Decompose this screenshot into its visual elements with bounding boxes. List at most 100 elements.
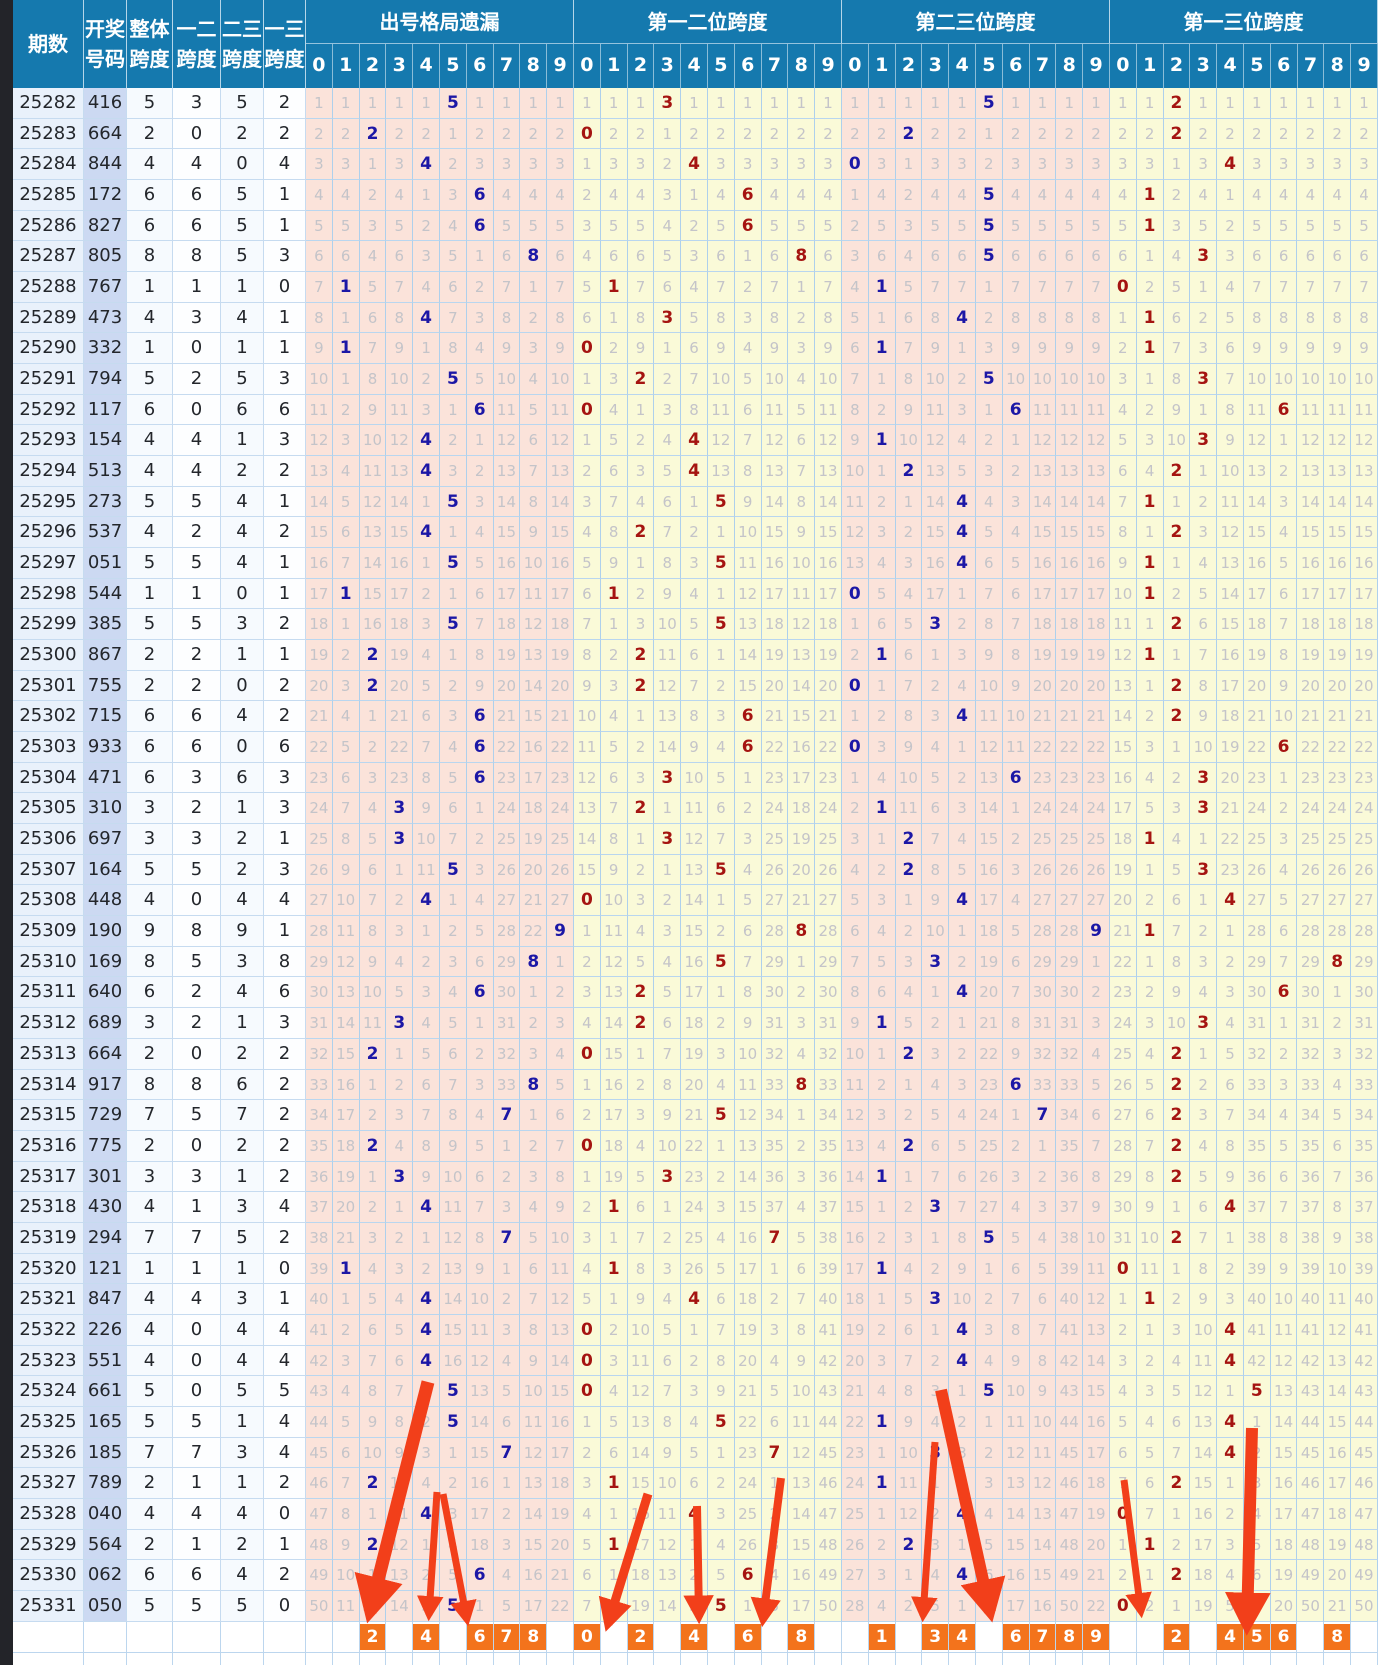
miss-count-cell: 1: [654, 793, 682, 825]
span-13-cell: 1: [264, 333, 306, 365]
miss-count-cell: 36: [1056, 1161, 1084, 1193]
miss-count-cell: 11: [547, 1253, 574, 1285]
miss-count-cell: 2: [493, 118, 521, 150]
miss-count-cell: 44: [1056, 1406, 1084, 1438]
span-12-cell: 4: [173, 1498, 221, 1530]
span-23-cell: 2: [221, 854, 264, 886]
miss-count-cell: 3: [681, 1590, 708, 1622]
miss-count-cell: 13: [1029, 1498, 1057, 1530]
span-hit-cell: 2: [895, 1529, 923, 1561]
overall-span-cell: 5: [127, 548, 173, 579]
miss-count-cell: 1: [868, 1192, 896, 1223]
miss-count-cell: 4: [359, 793, 387, 825]
miss-count-cell: 22: [761, 732, 789, 763]
miss-count-cell: 12: [1083, 1284, 1110, 1315]
empty-cell: [600, 1652, 628, 1665]
miss-count-cell: 21: [547, 1560, 574, 1591]
miss-count-cell: 9: [1217, 425, 1244, 457]
miss-count-cell: 25: [815, 824, 842, 855]
overall-span-cell: 2: [127, 1529, 173, 1561]
overall-span-cell: 6: [127, 180, 173, 211]
miss-count-cell: 19: [815, 640, 842, 671]
miss-count-cell: 3: [707, 1498, 735, 1530]
miss-count-cell: 1: [1217, 916, 1244, 947]
miss-count-cell: 6: [734, 394, 762, 426]
miss-count-cell: 20: [1109, 885, 1137, 917]
miss-count-cell: 1: [600, 302, 628, 334]
miss-count-cell: 25: [1243, 824, 1271, 855]
miss-count-cell: 2: [975, 302, 1003, 334]
miss-count-cell: 5: [922, 1590, 950, 1622]
span-12-cell: 8: [173, 1069, 221, 1101]
miss-count-cell: 3: [654, 1253, 682, 1285]
span-hit-cell: 6: [1002, 394, 1030, 426]
miss-count-cell: 13: [1083, 1314, 1110, 1346]
miss-count-cell: 12: [547, 1284, 574, 1315]
miss-count-cell: 6: [868, 977, 896, 1009]
miss-count-cell: 36: [761, 1161, 789, 1193]
span-hit-cell: 0: [573, 1130, 601, 1162]
miss-count-cell: 11: [761, 394, 789, 426]
miss-count-cell: 20: [306, 670, 333, 702]
miss-count-cell: 2: [493, 1284, 521, 1315]
miss-count-cell: 12: [439, 1222, 467, 1254]
miss-count-cell: 7: [413, 1100, 440, 1131]
miss-count-cell: 4: [306, 180, 333, 211]
miss-count-cell: 3: [1002, 1161, 1030, 1193]
empty-cell: [1029, 1652, 1057, 1665]
digit-header-cell: 7: [494, 44, 521, 88]
miss-count-cell: 5: [761, 210, 789, 242]
miss-count-cell: 6: [761, 1406, 789, 1438]
miss-count-cell: 14: [734, 640, 762, 671]
miss-count-cell: 19: [1109, 854, 1137, 886]
digit-header-cell: 2: [360, 44, 387, 88]
miss-count-cell: 18: [1324, 1498, 1352, 1530]
miss-count-cell: 2: [922, 670, 950, 702]
miss-count-cell: 19: [386, 640, 414, 671]
miss-count-cell: 3: [520, 1161, 548, 1193]
miss-count-cell: 5: [761, 1590, 789, 1622]
miss-count-cell: 11: [1190, 1345, 1218, 1377]
miss-count-cell: 16: [1324, 548, 1352, 579]
miss-count-cell: 9: [332, 854, 360, 886]
miss-count-cell: 1: [975, 1406, 1003, 1438]
miss-count-cell: 13: [573, 793, 601, 825]
miss-count-cell: 2: [386, 1222, 414, 1254]
miss-count-cell: 2: [520, 118, 548, 150]
miss-count-cell: 8: [707, 302, 735, 334]
span-23-cell: 2: [221, 118, 264, 150]
miss-count-cell: 8: [493, 302, 521, 334]
span-hit-cell: 1: [600, 1529, 628, 1561]
miss-count-cell: 4: [895, 977, 923, 1009]
miss-count-cell: 40: [815, 1284, 842, 1315]
miss-count-cell: 3: [949, 640, 976, 671]
miss-count-cell: 20: [1056, 670, 1084, 702]
draw-number-cell: 040: [84, 1498, 127, 1530]
miss-count-cell: 44: [1351, 1406, 1378, 1438]
overall-span-cell: 4: [127, 149, 173, 181]
span-hit-cell: 0: [1109, 272, 1137, 303]
header-span-23: 二三 跨度: [221, 0, 264, 88]
miss-count-cell: 3: [975, 1314, 1003, 1346]
miss-count-cell: 2: [466, 118, 494, 150]
miss-count-cell: 9: [520, 517, 548, 549]
miss-count-cell: 35: [761, 1130, 789, 1162]
miss-count-cell: 15: [1190, 1468, 1218, 1499]
miss-count-cell: 6: [654, 486, 682, 518]
miss-count-cell: 3: [547, 1008, 574, 1039]
span-12-cell: 5: [173, 609, 221, 641]
draw-number-cell: 767: [84, 272, 127, 303]
miss-count-cell: 5: [1324, 210, 1352, 242]
orange-highlight: 4: [681, 1623, 707, 1650]
period-cell: 25287: [13, 241, 84, 273]
miss-count-cell: 17: [493, 578, 521, 610]
miss-count-cell: 4: [734, 854, 762, 886]
miss-count-cell: 11: [734, 1069, 762, 1101]
miss-count-cell: 4: [1270, 1100, 1298, 1131]
miss-count-cell: 10: [306, 364, 333, 395]
overall-span-cell: 4: [127, 1192, 173, 1223]
miss-count-cell: 3: [413, 1437, 440, 1469]
miss-count-cell: 3: [1029, 149, 1057, 181]
overall-span-cell: 2: [127, 1038, 173, 1070]
miss-count-cell: 3: [573, 1468, 601, 1499]
